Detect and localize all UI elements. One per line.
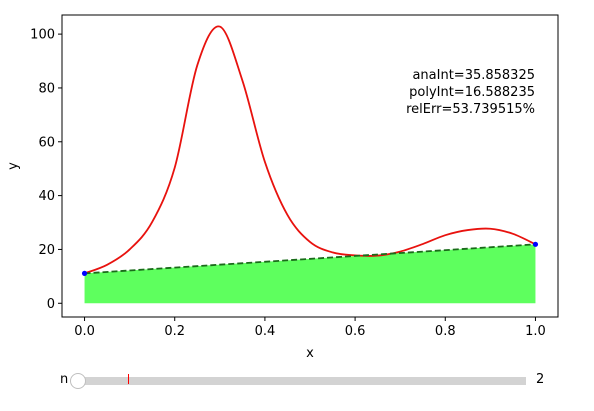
function-curve — [84, 25, 536, 275]
y-tick-label: 20 — [38, 243, 55, 258]
y-axis-label: y — [6, 162, 21, 170]
y-tick-label: 40 — [38, 189, 55, 204]
y-axis-ticks: 0 20 40 60 80 100 — [30, 28, 62, 312]
x-tick-label: 0.4 — [255, 324, 276, 339]
x-axis-label: x — [306, 346, 314, 361]
integral-fill-area — [84, 244, 536, 304]
y-tick-label: 0 — [47, 297, 55, 312]
x-tick-label: 0.8 — [435, 324, 456, 339]
x-axis-ticks: 0.0 0.2 0.4 0.6 0.8 1.0 — [74, 317, 546, 339]
slider-value-text: 2 — [536, 372, 545, 387]
analytic-integral-annotation: anaInt=35.858325 — [412, 68, 535, 83]
node-point — [532, 241, 539, 247]
interpolation-line — [84, 243, 536, 275]
slider-initial-value-marker — [127, 374, 129, 384]
n-slider[interactable] — [70, 373, 526, 389]
axes-frame — [61, 14, 559, 318]
y-tick-label: 60 — [38, 135, 55, 150]
slider-label: n — [60, 372, 69, 387]
x-tick-label: 1.0 — [525, 324, 546, 339]
series-lines — [84, 25, 536, 275]
node-point — [81, 270, 88, 276]
slider-handle[interactable] — [70, 373, 86, 389]
polynomial-integral-annotation: polyInt=16.588235 — [409, 85, 535, 100]
y-tick-label: 80 — [38, 81, 55, 96]
x-tick-label: 0.6 — [345, 324, 366, 339]
y-tick-label: 100 — [30, 28, 55, 43]
x-tick-label: 0.0 — [74, 324, 95, 339]
x-tick-label: 0.2 — [164, 324, 185, 339]
relative-error-annotation: relErr=53.739515% — [406, 102, 535, 117]
interpolation-nodes — [81, 241, 539, 276]
integral-fill — [84, 244, 536, 304]
